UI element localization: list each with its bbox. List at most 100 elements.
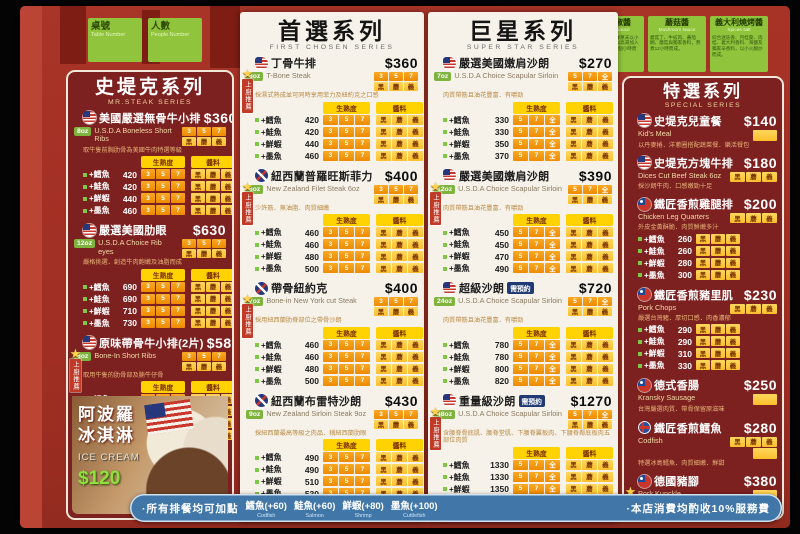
sauce-cell: 黑: [566, 363, 581, 374]
italian-sauce-box: 義大利燒烤醬 Spices salt 綜合迷迭香、月桂葉、肉桂、義大利香料、海鹽…: [710, 16, 768, 72]
addon-grid: 生熟度 醬料 +鱈魚 490 3 5 7 黑蘑義 +鮭魚 490 3 5 7 黑蘑義 +鮮蝦 510 3 5 7 黑蘑…: [255, 439, 423, 499]
doneness-cell: 5: [389, 297, 403, 307]
doneness-cell: 7: [355, 263, 370, 274]
sauce-cell: 義: [221, 205, 232, 216]
addon-price: 480: [304, 364, 319, 375]
sauce-cell: 蘑: [582, 471, 597, 482]
sauce-cell: 蘑: [583, 307, 597, 317]
doneness-cell: 3: [323, 363, 338, 374]
menu-item: ★ 上廚推薦 重量級沙朗 需預約 $1270 48oz U.S.D.A Choice Sca…: [430, 393, 613, 507]
doneness-cell: 5: [513, 126, 528, 137]
doneness-cell: 7: [529, 239, 544, 250]
addon-price: 420: [304, 127, 319, 138]
is-flag-icon: [638, 421, 651, 435]
doneness-cell: 7: [404, 409, 418, 419]
doneness-header: 生熟度: [141, 268, 185, 281]
item-note: 採濕式熟成並可同時享用菲力及紐約克之口感: [255, 92, 379, 100]
addon-zh: 墨魚(+100): [390, 500, 438, 512]
doneness-cell: 全: [545, 471, 560, 482]
sauce-cell: 黑: [566, 263, 581, 274]
sauce-cell: 蘑: [582, 459, 597, 470]
sauce-cell: 義: [726, 233, 740, 244]
sauce-cell: 黑: [191, 305, 205, 316]
addon-grid: +鱈魚 260 黑蘑義 +鮭魚 260 黑蘑義 +鮮蝦 280 黑蘑義 +墨魚 300 黑蘑義: [638, 233, 777, 281]
doneness-cell: 7: [212, 351, 226, 361]
item-name-zh: 德式香腸: [654, 380, 700, 393]
addon-fish-label: +墨魚: [443, 263, 481, 274]
addon-price: 330: [494, 115, 509, 126]
sauce-cell: 蘑: [711, 348, 725, 359]
sauce-cell: 黑: [568, 307, 582, 317]
doneness-cell: 3: [182, 351, 196, 361]
doneness-cell: 7: [355, 476, 370, 487]
sauce-cell: 黑: [566, 114, 581, 125]
addon-fish-label: +墨魚: [443, 151, 481, 162]
nz-flag-icon: [255, 281, 268, 295]
weight-badge: 12oz: [434, 184, 456, 194]
addon-fish-label: +墨魚: [255, 263, 295, 274]
sauce-cell: 義: [221, 317, 232, 328]
sauce-cell: 義: [221, 193, 232, 204]
item-name-zh: 超級沙朗: [459, 283, 505, 296]
addon-fish-label: +鮭魚: [255, 352, 295, 363]
sauce-desc: 綜合迷迭香、月桂葉、肉桂、義大利香料、海鹽及獨家辛香料，以小火翻炒而成。: [712, 34, 763, 57]
us-flag-icon: [443, 394, 456, 408]
doneness-cell: 7: [212, 126, 226, 136]
sauce-cell: 義: [598, 138, 613, 149]
addon-fish-label: +鮮蝦: [638, 348, 670, 359]
doneness-cell: 5: [339, 464, 354, 475]
doneness-cell: 3: [323, 351, 338, 362]
sauce-cell: 蘑: [392, 251, 407, 262]
sauce-cell: 義: [221, 281, 232, 292]
sauce-cell: 蘑: [582, 138, 597, 149]
chef-recommend-label: 上廚推薦: [242, 304, 253, 338]
sauce-cell: 義: [598, 375, 613, 386]
doneness-cell: 5: [513, 375, 528, 386]
doneness-cell: 7: [529, 227, 544, 238]
doneness-cell: 7: [529, 263, 544, 274]
sauce-cell: 黑: [374, 194, 388, 204]
series-title-en: FIRST CHOSEN SERIES: [269, 44, 395, 52]
chef-recommend-badge: ★上廚推薦: [429, 180, 442, 226]
doneness-cell: 全: [545, 483, 560, 494]
addon-en: Shrimp: [354, 512, 372, 519]
item-price: $230: [743, 286, 777, 303]
item-price: $140: [743, 112, 777, 129]
sauce-cell: 黑: [376, 150, 391, 161]
item-price: $720: [578, 280, 612, 297]
sauce-cell: 黑: [566, 239, 581, 250]
doneness-cell: 7: [355, 126, 370, 137]
sauce-cell: 蘑: [206, 169, 220, 180]
doneness-cell: 3: [141, 281, 155, 292]
addon-price: 460: [304, 227, 319, 238]
addon-en: Cuttlefish: [402, 512, 426, 519]
addon-fish-label: +鮭魚: [443, 352, 481, 363]
addon-grid: 生熟度 醬料 +鱈魚 450 5 7 全黑蘑義 +鮭魚 450 5 7 全黑蘑義 +鮮蝦 470 5 7 全黑蘑…: [443, 214, 613, 274]
people-number-label: 人數: [151, 21, 171, 32]
sauce-cell: 蘑: [389, 419, 403, 429]
addon-fish-label: +鮮蝦: [83, 306, 115, 317]
sauce-cell: 義: [408, 363, 423, 374]
sauce-cell: 黑: [730, 303, 745, 314]
doneness-cell: 7: [212, 239, 226, 249]
sauce-cell: 蘑: [392, 126, 407, 137]
sauce-cell: 義: [404, 307, 418, 317]
sauce-option-cells: 黑蘑義: [730, 171, 777, 182]
sauce-cell: 義: [404, 419, 418, 429]
sauce-cell: 黑: [566, 351, 581, 362]
item-price: $270: [578, 55, 612, 72]
doneness-cell: 7: [583, 72, 597, 82]
super-star-series-panel: 巨星系列 SUPER STAR SERIES 嚴選美國嫩肩沙朗 $270 7oz U.…: [428, 12, 618, 522]
doneness-cell: 7: [171, 181, 185, 192]
item-name-zh: 原味帶骨牛小排(2片): [99, 337, 204, 350]
special-series-panel: 特選系列 SPECIAL SERIES 史堤克兒童餐 $140 Kid's Meal…: [622, 76, 784, 520]
addon-grid: 生熟度 醬料 +鱈魚 460 3 5 7 黑蘑義 +鮭魚 460 3 5 7 黑蘑義 +鮮蝦 480 3 5 7 黑蘑…: [255, 214, 423, 274]
doneness-cell: 全: [545, 114, 560, 125]
item-price: $180: [743, 154, 777, 171]
doneness-cell: 5: [156, 169, 170, 180]
item-price: $630: [192, 222, 226, 239]
sauce-cell: 黑: [182, 361, 196, 371]
sauce-cell: 義: [408, 351, 423, 362]
sauce-cell: 黑: [376, 464, 391, 475]
us-flag-icon: [638, 156, 651, 170]
